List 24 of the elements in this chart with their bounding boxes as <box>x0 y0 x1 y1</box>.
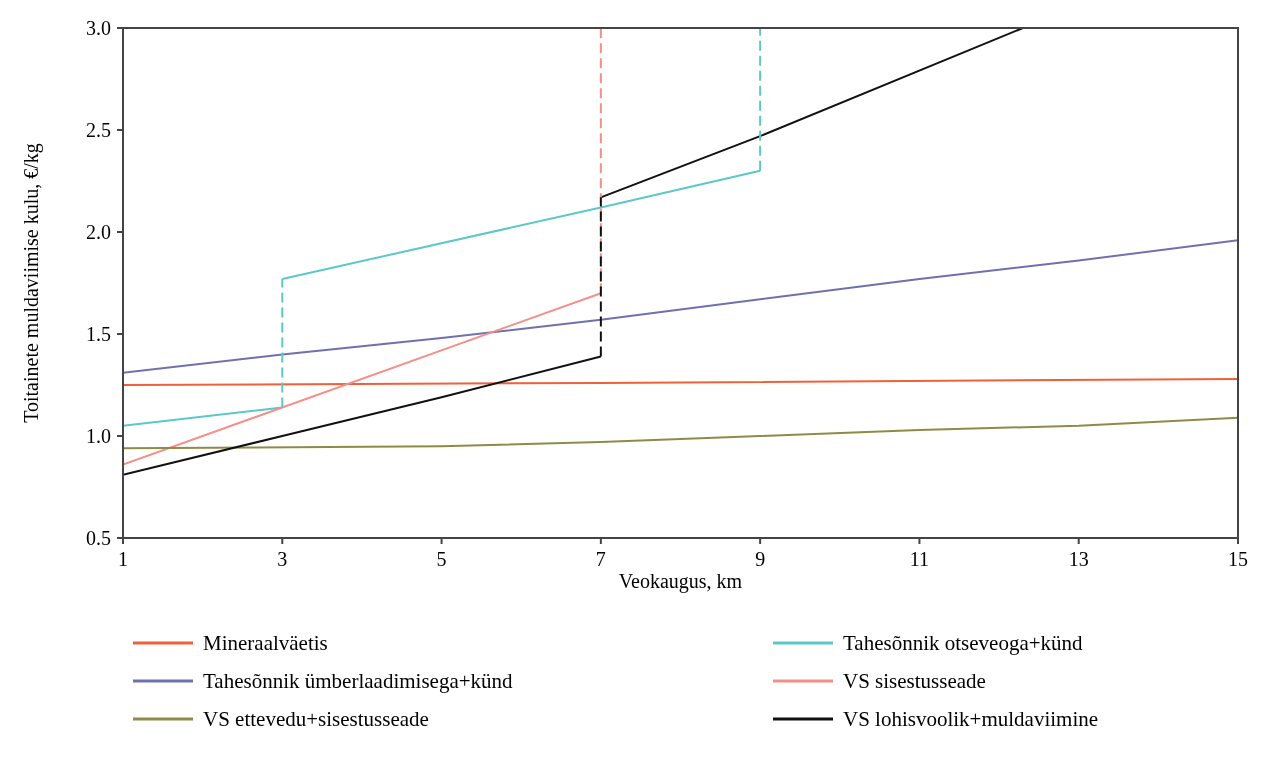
y-tick-label: 2.0 <box>86 221 111 243</box>
legend-label: VS lohisvoolik+muldaviimine <box>843 707 1099 731</box>
legend-label: Tahesõnnik ümberlaadimisega+künd <box>203 669 514 693</box>
line-series <box>123 416 1238 450</box>
x-tick-label: 3 <box>277 548 288 570</box>
y-tick-label: 0.5 <box>86 527 111 549</box>
x-axis-title: Veokaugus, km <box>618 570 743 593</box>
y-tick-label: 1.0 <box>86 425 111 447</box>
x-tick-label: 9 <box>755 548 766 570</box>
x-tick-label: 15 <box>1228 548 1248 570</box>
x-tick-label: 7 <box>595 548 606 570</box>
x-tick-label: 13 <box>1068 548 1089 570</box>
legend-label: Mineraalväetis <box>203 631 328 655</box>
x-tick-label: 11 <box>909 548 930 570</box>
legend-label: VS ettevedu+sisestusseade <box>203 707 429 731</box>
y-tick-label: 1.5 <box>86 323 111 345</box>
legend-label: Tahesõnnik otseveoga+künd <box>843 631 1084 655</box>
y-tick-label: 3.0 <box>86 17 111 39</box>
x-tick-label: 1 <box>118 548 128 570</box>
x-tick-label: 5 <box>436 548 447 570</box>
y-tick-label: 2.5 <box>86 119 111 141</box>
y-axis-title: Toitainete muldaviimise kulu, €/kg <box>20 143 43 423</box>
line-series <box>123 239 1238 374</box>
legend-label: VS sisestusseade <box>843 669 986 693</box>
